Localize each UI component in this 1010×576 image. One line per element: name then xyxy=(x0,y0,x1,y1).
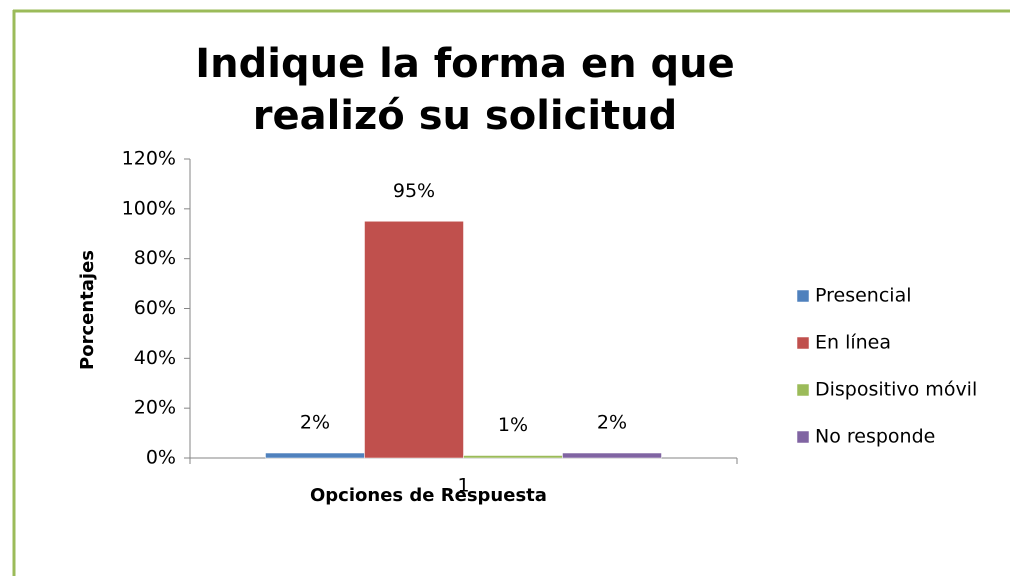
y-tick-label: 60% xyxy=(134,297,176,319)
y-tick-label: 40% xyxy=(134,347,176,369)
bar xyxy=(265,452,365,459)
chart-title: Indique la forma en que realizó su solic… xyxy=(195,41,735,139)
bar xyxy=(364,221,464,459)
data-label: 1% xyxy=(498,414,528,436)
legend-label: Presencial xyxy=(815,285,911,307)
y-tick-label: 20% xyxy=(134,397,176,419)
data-label: 2% xyxy=(597,412,627,434)
y-tick-label: 120% xyxy=(122,148,176,170)
legend-swatch xyxy=(796,430,810,444)
legend-label: En línea xyxy=(815,332,891,354)
bar xyxy=(463,455,563,459)
bar xyxy=(562,452,662,459)
legend-swatch xyxy=(796,383,810,397)
y-axis-title: Porcentajes xyxy=(77,250,98,370)
legend-swatch xyxy=(796,289,810,303)
x-tick-label: 1 xyxy=(457,475,469,497)
data-label: 95% xyxy=(393,180,435,202)
legend-label: Dispositivo móvil xyxy=(815,379,977,401)
y-tick-label: 0% xyxy=(146,447,176,469)
x-axis-title: Opciones de Respuesta xyxy=(310,485,547,506)
y-tick-label: 80% xyxy=(134,247,176,269)
legend-swatch xyxy=(796,336,810,350)
legend-label: No responde xyxy=(815,426,935,448)
y-tick-label: 100% xyxy=(122,197,176,219)
data-label: 2% xyxy=(300,412,330,434)
